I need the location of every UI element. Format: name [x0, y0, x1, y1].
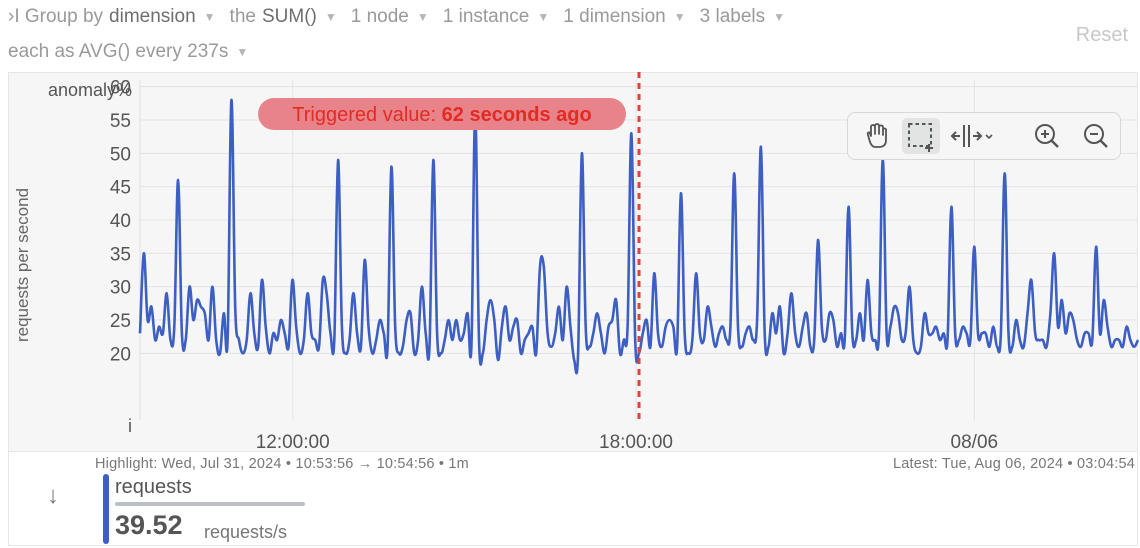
chevron-down-icon: ▼	[537, 10, 550, 24]
dropdown-label: the	[229, 6, 256, 27]
dropdown-value: dimension	[109, 6, 196, 27]
zoom-in-icon	[1035, 124, 1059, 148]
dropdown-label: ›I Group by	[8, 6, 104, 27]
chevron-down-icon: ▼	[673, 10, 686, 24]
group-dropdown-4[interactable]: 1 dimension ▼	[563, 6, 685, 28]
y2-axis-label: anomaly%	[48, 80, 132, 100]
legend-dimension-name[interactable]: requests	[115, 476, 192, 498]
legend-color-swatch	[103, 474, 109, 544]
dropdown-label: 1 node	[350, 6, 409, 27]
reset-button[interactable]: Reset	[1075, 24, 1128, 46]
x-tick-label: 12:00:00	[256, 432, 330, 453]
y-tick-label: 25	[110, 311, 131, 332]
dropdown-label: each as AVG() every 237s	[8, 41, 229, 62]
legend-area: Highlight: Wed, Jul 31, 2024 • 10:53:56 …	[8, 452, 1138, 546]
dropdown-label: 3 labels	[699, 6, 766, 27]
chevron-down-icon: ▼	[773, 10, 786, 24]
group-by-controls: ›I Group by dimension ▼ the SUM() ▼ 1 node ▼ 1 i…	[8, 6, 799, 28]
dropdown-label: 1 dimension	[563, 6, 666, 27]
legend-dimension-bar	[115, 502, 305, 506]
y-tick-label: 40	[110, 211, 131, 232]
sort-arrow-icon[interactable]: ↓	[47, 482, 59, 509]
select-icon	[908, 123, 933, 152]
group-dropdown-5[interactable]: 3 labels ▼	[700, 6, 785, 28]
y-tick-label: 50	[110, 144, 131, 165]
select-button[interactable]	[902, 118, 940, 154]
chevron-down-icon: ▼	[324, 10, 337, 24]
aggregation-controls: each as AVG() every 237s ▼	[8, 41, 262, 63]
group-dropdown-3[interactable]: 1 instance ▼	[443, 6, 550, 28]
line-chart[interactable]: 20 25 30 35 40 45 50 55 60 12:00:00 18:00:00 08/06…	[0, 0, 1140, 460]
y-tick-label: 20	[110, 344, 131, 365]
chevron-down-icon: ▼	[416, 10, 429, 24]
pan-icon	[866, 123, 887, 148]
dropdown-value: SUM()	[261, 6, 317, 27]
group-dropdown-1[interactable]: the SUM() ▼	[230, 6, 337, 28]
pan-button[interactable]	[856, 118, 894, 154]
y-axis-label: requests per second	[13, 188, 32, 342]
aggregation-dropdown-0[interactable]: each as AVG() every 237s ▼	[8, 41, 248, 63]
y-tick-label: 35	[110, 244, 131, 265]
x-tick-label: 18:00:00	[599, 432, 673, 453]
trigger-marker-label: Triggered value: 62 seconds ago	[258, 98, 626, 130]
series-line-requests	[138, 98, 1140, 375]
legend-dimension-value: 39.52	[115, 510, 183, 540]
y-tick-label: 55	[110, 111, 131, 132]
chevron-down-icon: ▼	[236, 45, 249, 59]
dropdown-label: 1 instance	[442, 6, 530, 27]
highlight-info: Highlight: Wed, Jul 31, 2024 • 10:53:56 …	[95, 456, 469, 472]
group-dropdown-2[interactable]: 1 node ▼	[351, 6, 429, 28]
chart-tools	[847, 112, 1121, 160]
x-axis-ticks: 12:00:00 18:00:00 08/06	[256, 432, 998, 453]
zoom-out-icon	[1084, 124, 1108, 148]
y-tick-label: 30	[110, 278, 131, 299]
anomaly-tick: i	[128, 416, 132, 436]
chevron-down-icon: ▼	[203, 10, 216, 24]
y-tick-label: 60	[110, 78, 131, 99]
svg-text:Triggered value: 62 seconds ag: Triggered value: 62 seconds ago	[292, 104, 591, 126]
fit-button[interactable]	[948, 118, 996, 154]
x-tick-label: 08/06	[951, 432, 999, 453]
group-dropdown-0[interactable]: ›I Group by dimension ▼	[8, 6, 216, 28]
legend-dimension-unit: requests/s	[204, 522, 288, 542]
chart-toolbar: ›I Group by dimension ▼ the SUM() ▼ 1 node ▼ 1 i…	[0, 0, 1140, 72]
y-axis-ticks: 20 25 30 35 40 45 50 55 60	[110, 78, 131, 366]
zoom-in-button[interactable]	[1028, 118, 1066, 154]
zoom-out-button[interactable]	[1077, 118, 1115, 154]
latest-info: Latest: Tue, Aug 06, 2024 • 03:04:54	[892, 456, 1135, 472]
y-tick-label: 45	[110, 178, 131, 199]
fit-icon	[950, 125, 993, 147]
